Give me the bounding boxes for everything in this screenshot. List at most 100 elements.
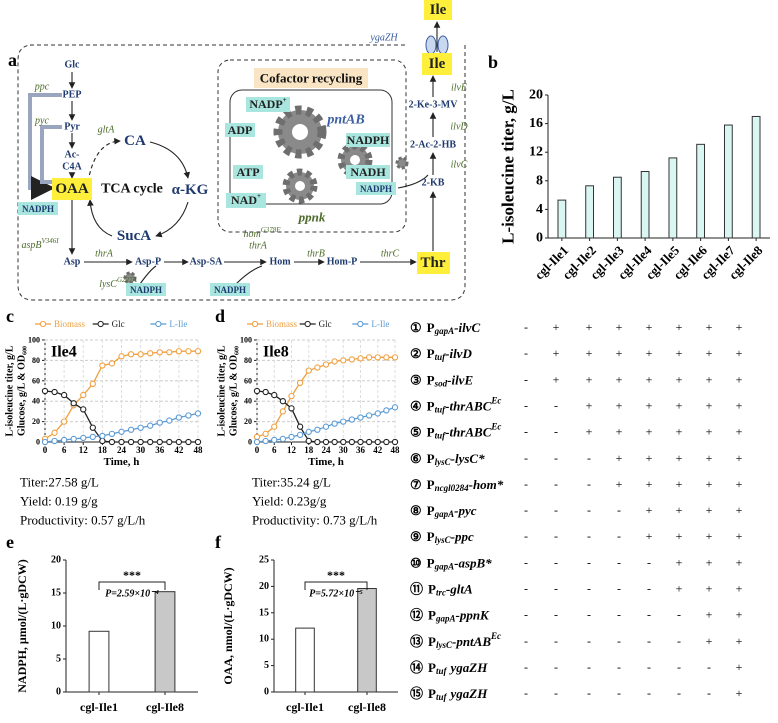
- row-label: ① PgapA-ilvC: [410, 320, 480, 337]
- promoter-subscript: tuf: [435, 352, 447, 362]
- promoter-subscript: tuf: [435, 431, 447, 441]
- bar: [295, 627, 315, 693]
- table-cell: +: [706, 634, 713, 648]
- x-tick-label: 36: [356, 445, 366, 455]
- promoter: P: [427, 503, 435, 518]
- pathway-label: CA: [124, 133, 146, 149]
- data-point: [137, 424, 144, 431]
- data-point: [288, 405, 295, 412]
- legend-label: L-Ile: [169, 319, 187, 329]
- x-tick-label: cgl-Ile8: [146, 700, 184, 714]
- bar: [723, 124, 733, 239]
- x-tick-label: 48: [194, 445, 204, 455]
- table-cell: -: [587, 634, 591, 648]
- result-note: Yield: 0.23g/g: [252, 494, 327, 509]
- pathway-label: NAD+: [231, 192, 261, 207]
- y-tick-label: 80: [244, 356, 252, 365]
- pathway-label: NADPH: [347, 133, 390, 147]
- table-cell: -: [617, 529, 621, 543]
- data-point: [340, 357, 347, 364]
- gene: ygaZH: [448, 659, 488, 674]
- x-tick-label: cgl-Ile1: [80, 700, 118, 714]
- data-point: [348, 438, 356, 446]
- y-tick-label: 15: [259, 607, 269, 618]
- data-point: [296, 379, 304, 386]
- data-point: [340, 438, 347, 446]
- x-tick-label: 24: [117, 445, 127, 455]
- table-cell: +: [553, 372, 560, 386]
- data-point: [391, 404, 399, 411]
- gene: -ilvC: [454, 320, 480, 335]
- data-point: [365, 412, 373, 419]
- y-tick-label: 0: [56, 687, 61, 698]
- data-point: [391, 354, 399, 361]
- x-tick-label: 48: [391, 445, 401, 455]
- table-cell: -: [587, 477, 591, 491]
- table-cell: -: [587, 503, 591, 517]
- data-point: [41, 387, 49, 395]
- result-note: Productivity: 0.73 g/L/h: [252, 513, 378, 528]
- table-cell: -: [524, 686, 528, 700]
- promoter: P: [428, 633, 436, 648]
- promoter: P: [428, 686, 436, 701]
- y-tick-label: 100: [240, 336, 252, 345]
- x-tick-label: 12: [79, 445, 89, 455]
- table-cell: -: [524, 634, 528, 648]
- table-cell: -: [617, 634, 621, 648]
- y-tick-label: 5: [264, 660, 269, 671]
- promoter: P: [428, 607, 436, 622]
- pathway-label: NADPH: [22, 204, 54, 214]
- label-highlight: [226, 193, 266, 208]
- panel-label: f: [215, 532, 222, 552]
- panel-annotation: Ile4: [51, 344, 77, 361]
- data-point: [127, 438, 135, 446]
- data-point: [147, 422, 154, 429]
- x-tick-label: 12: [287, 445, 297, 455]
- y-tick-label: 12: [529, 145, 543, 160]
- data-point: [391, 438, 399, 446]
- pathway-label: NADPH: [214, 285, 246, 295]
- label-main: lysC: [99, 279, 117, 290]
- x-tick-label: 24: [322, 445, 332, 455]
- table-cell: -: [554, 634, 558, 648]
- table-cell: -: [677, 608, 681, 622]
- bar: [612, 176, 622, 239]
- data-point: [127, 426, 135, 433]
- y-tick-label: 20: [259, 581, 269, 592]
- significance-stars: ***: [327, 568, 345, 582]
- table-cell: -: [647, 582, 651, 596]
- row-number: ⑮: [410, 686, 423, 701]
- y-tick-label: 60: [32, 376, 40, 385]
- table-cell: +: [646, 346, 653, 360]
- row-label: ⑮ Ptuf ygaZH: [410, 686, 488, 703]
- pathway-label: TCA cycle: [101, 182, 163, 197]
- label-main: NADP: [249, 97, 282, 111]
- data-point: [194, 348, 202, 355]
- gene-superscript: Ec: [490, 422, 501, 432]
- x-tick-label: 18: [304, 445, 314, 455]
- table-cell: +: [736, 346, 743, 360]
- table-cell: +: [676, 451, 683, 465]
- panel-annotation: Ile8: [263, 344, 289, 361]
- data-point: [99, 362, 106, 369]
- y-axis-label: NADPH, μmol/(L·gDCW): [15, 559, 29, 692]
- table-cell: -: [617, 582, 621, 596]
- data-point: [166, 349, 173, 356]
- data-point: [51, 388, 58, 396]
- gene: -pyc: [454, 503, 477, 518]
- pathway-label: ilvE: [451, 83, 467, 94]
- y-axis-label: L-isoleucine titer, g/L: [217, 345, 228, 436]
- row-label: ⑥ PlysC-lysC*: [410, 450, 485, 467]
- row-label: ② Ptuf-ilvD: [410, 346, 472, 363]
- table-cell: -: [647, 608, 651, 622]
- label-highlight: [210, 283, 250, 296]
- bar: [557, 199, 567, 239]
- pathway-label: OAA: [55, 181, 89, 197]
- table-cell: -: [554, 398, 558, 412]
- panel-label: b: [488, 52, 498, 72]
- data-point: [89, 424, 96, 431]
- table-cell: -: [554, 608, 558, 622]
- cell-membrane: [17, 44, 466, 301]
- x-tick-label: 6: [62, 445, 67, 455]
